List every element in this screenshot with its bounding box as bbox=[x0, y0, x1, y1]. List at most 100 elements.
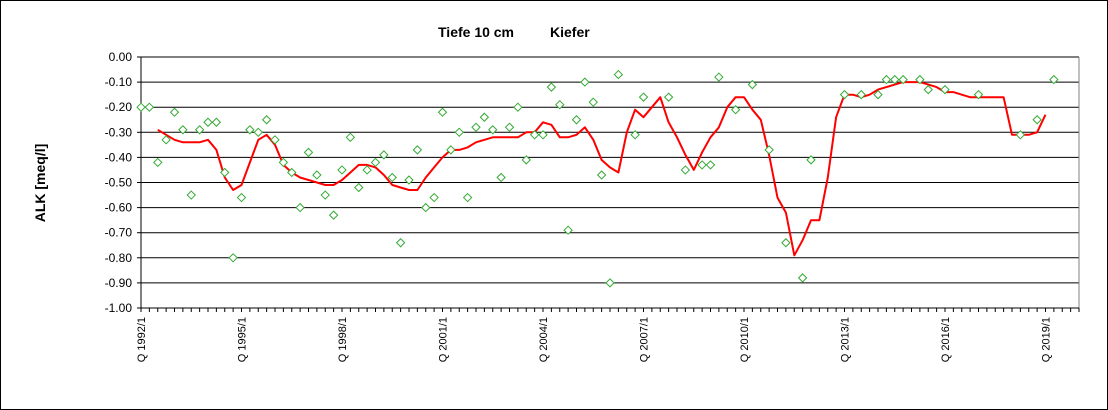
data-point bbox=[513, 102, 523, 112]
data-point bbox=[287, 167, 297, 178]
data-point bbox=[387, 172, 397, 183]
y-tick-label: -0.50 bbox=[105, 176, 133, 190]
y-tick-labels: 0.00 -0.10 -0.20 -0.30 -0.40 -0.50 -0.60 -0.70 -… bbox=[105, 50, 133, 315]
data-point bbox=[915, 74, 925, 85]
data-point bbox=[421, 202, 431, 213]
y-tick-label: -0.80 bbox=[105, 251, 133, 265]
data-point bbox=[555, 99, 565, 110]
data-point bbox=[404, 175, 414, 185]
data-point bbox=[747, 79, 758, 90]
data-point bbox=[320, 190, 330, 200]
data-point bbox=[529, 130, 540, 140]
data-point bbox=[169, 107, 180, 117]
data-point bbox=[295, 202, 305, 213]
data-point bbox=[479, 112, 490, 122]
data-point bbox=[521, 155, 531, 165]
data-point bbox=[161, 135, 171, 145]
data-point bbox=[144, 102, 155, 112]
line-series bbox=[157, 81, 1047, 257]
data-point bbox=[261, 115, 272, 125]
data-point bbox=[278, 157, 289, 168]
data-point bbox=[253, 127, 263, 138]
x-tick-label: Q 1995/1 bbox=[237, 317, 249, 362]
data-point bbox=[136, 102, 146, 112]
data-point bbox=[538, 130, 548, 140]
data-point bbox=[362, 165, 372, 175]
data-point bbox=[1049, 74, 1059, 85]
x-tick-label: Q 2004/1 bbox=[538, 317, 550, 362]
data-point bbox=[764, 145, 774, 155]
chart-title-depth: Tiefe 10 cm bbox=[438, 24, 514, 40]
data-point bbox=[856, 89, 866, 100]
data-point bbox=[973, 89, 984, 100]
chart-title-species: Kiefer bbox=[550, 24, 590, 40]
data-point bbox=[245, 125, 255, 135]
x-tick-label: Q 2007/1 bbox=[639, 317, 651, 362]
axis-layer bbox=[137, 56, 1080, 312]
data-point bbox=[437, 107, 448, 117]
data-point bbox=[605, 278, 615, 288]
data-point bbox=[1015, 130, 1026, 140]
data-point bbox=[680, 165, 691, 175]
data-point bbox=[220, 167, 230, 178]
data-point bbox=[881, 74, 892, 85]
data-point bbox=[839, 89, 850, 100]
y-tick-label: -0.10 bbox=[105, 75, 133, 89]
data-point bbox=[303, 147, 314, 158]
x-tick-label: Q 2016/1 bbox=[940, 317, 952, 362]
data-point bbox=[797, 273, 808, 283]
x-tick-label: Q 1992/1 bbox=[136, 317, 148, 362]
data-point bbox=[705, 160, 716, 170]
data-point bbox=[781, 238, 791, 248]
data-point bbox=[638, 92, 649, 102]
data-point bbox=[429, 192, 439, 203]
data-point bbox=[186, 190, 196, 200]
x-tick-label: Q 2010/1 bbox=[739, 317, 751, 362]
x-tick-label: Q 1998/1 bbox=[337, 317, 349, 362]
data-point bbox=[203, 117, 213, 127]
data-point bbox=[898, 74, 908, 85]
data-point bbox=[354, 182, 364, 193]
data-point bbox=[873, 89, 883, 100]
y-tick-label: -0.70 bbox=[105, 226, 133, 240]
data-point bbox=[613, 69, 624, 80]
data-point bbox=[504, 122, 515, 132]
y-tick-label: -0.60 bbox=[105, 201, 133, 215]
data-point bbox=[462, 192, 473, 203]
data-point bbox=[370, 157, 381, 168]
data-point bbox=[412, 145, 423, 155]
data-point bbox=[236, 192, 247, 203]
x-tick-label: Q 2019/1 bbox=[1041, 317, 1053, 362]
data-point bbox=[228, 253, 238, 263]
y-tick-label: -0.90 bbox=[105, 276, 133, 290]
data-point bbox=[488, 125, 498, 135]
x-tick-labels: Q 1992/1 Q 1995/1 Q 1998/1 Q 2001/1 Q 2004/1… bbox=[136, 317, 1053, 362]
data-point bbox=[446, 145, 456, 155]
data-point bbox=[211, 117, 222, 127]
data-point bbox=[923, 84, 933, 95]
x-tick-label: Q 2013/1 bbox=[840, 317, 852, 362]
x-tick-label: Q 2001/1 bbox=[438, 317, 450, 362]
alk-moving-average-line bbox=[157, 81, 1047, 257]
data-point bbox=[471, 122, 481, 132]
y-tick-label: 0.00 bbox=[109, 50, 133, 64]
data-point bbox=[270, 135, 280, 145]
scatter-series bbox=[136, 69, 1059, 288]
data-point bbox=[663, 92, 674, 102]
data-point bbox=[312, 170, 322, 180]
data-point bbox=[337, 165, 347, 175]
data-point bbox=[806, 155, 816, 165]
data-point bbox=[345, 132, 356, 143]
y-tick-label: -0.30 bbox=[105, 125, 133, 139]
data-point bbox=[194, 125, 205, 135]
data-point bbox=[563, 225, 573, 235]
data-point bbox=[379, 150, 389, 160]
data-point bbox=[588, 97, 598, 107]
data-point bbox=[328, 210, 339, 220]
data-point bbox=[153, 157, 163, 168]
data-point bbox=[454, 127, 464, 138]
y-axis-label: ALK [meq/l] bbox=[32, 144, 48, 223]
data-point bbox=[571, 115, 582, 125]
data-point bbox=[730, 105, 741, 115]
